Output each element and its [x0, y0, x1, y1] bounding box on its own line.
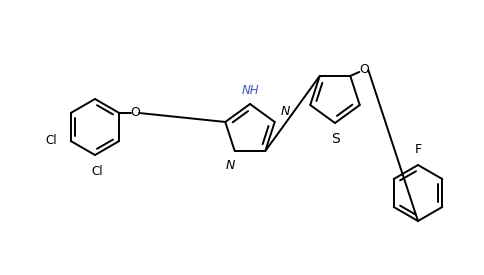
- Text: F: F: [414, 143, 422, 156]
- Text: Cl: Cl: [91, 165, 103, 178]
- Text: Cl: Cl: [45, 134, 57, 147]
- Text: NH: NH: [241, 84, 259, 97]
- Text: O: O: [359, 64, 369, 76]
- Text: O: O: [130, 106, 140, 120]
- Text: N: N: [281, 105, 290, 118]
- Text: N: N: [226, 159, 235, 172]
- Text: S: S: [331, 132, 339, 146]
